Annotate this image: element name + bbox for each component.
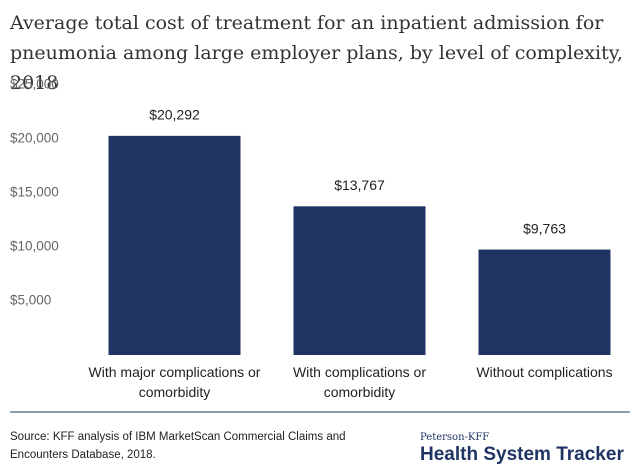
- bar: [293, 206, 426, 355]
- x-tick-label: With complications or comorbidity: [292, 364, 427, 400]
- brand: Health System Tracker: [420, 444, 624, 465]
- bar: [478, 249, 611, 355]
- bar: [108, 135, 241, 355]
- y-tick-label: $15,000: [10, 185, 59, 200]
- y-tick-label: $5,000: [10, 293, 51, 308]
- y-tick-label: $10,000: [10, 239, 59, 254]
- chart-title: Average total cost of treatment for an i…: [10, 12, 623, 94]
- value-label: $9,763: [523, 220, 566, 236]
- y-tick-label: $20,000: [10, 131, 59, 146]
- value-label: $13,767: [334, 177, 385, 193]
- x-tick-label: Without complications: [476, 364, 613, 380]
- x-tick-label: With major complications or comorbidity: [88, 364, 261, 400]
- y-tick-label: $25,000: [10, 77, 59, 92]
- value-label: $20,292: [149, 107, 200, 123]
- brand-top: Peterson-KFF: [420, 432, 490, 443]
- source: Source: KFF analysis of IBM MarketScan C…: [10, 431, 346, 461]
